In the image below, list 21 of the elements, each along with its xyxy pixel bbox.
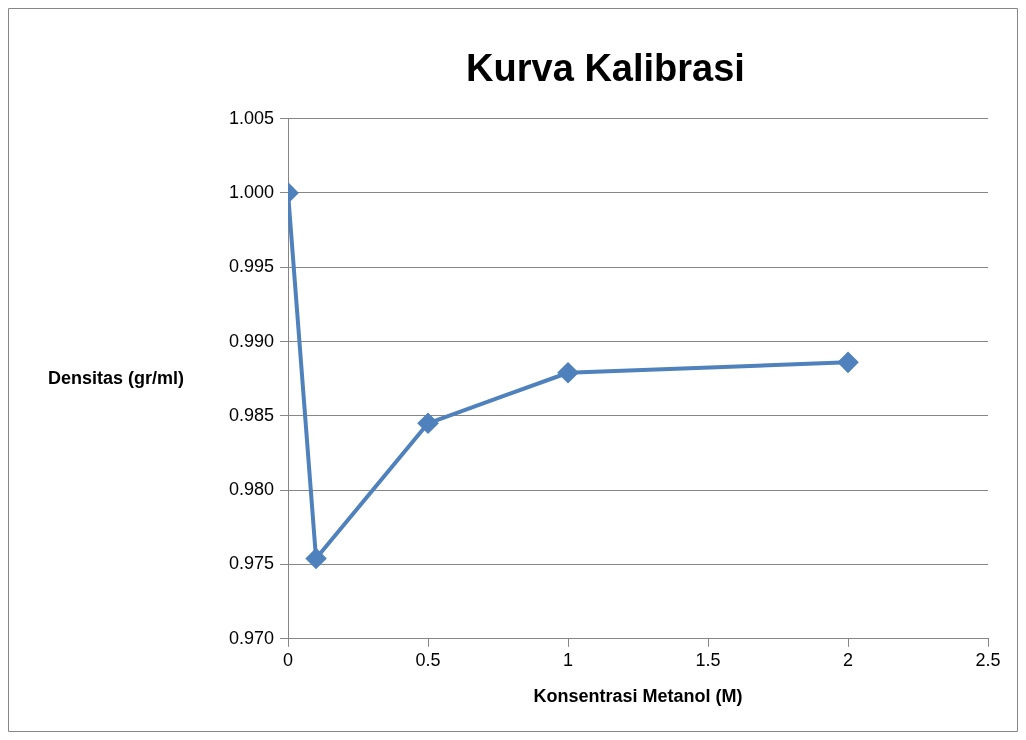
point: [558, 362, 579, 383]
point: [838, 352, 859, 373]
y-tick-label: 0.970: [229, 627, 275, 648]
y-axis-title: Densitas (gr/ml): [48, 367, 185, 388]
x-axis-title: Konsentrasi Metanol (M): [533, 686, 743, 707]
y-tick-label: 0.985: [229, 404, 275, 425]
x-tick-label: 1: [563, 649, 574, 670]
y-tick-label: 1.000: [229, 181, 275, 202]
y-tick-label: 0.980: [229, 479, 275, 500]
y-tick-label: 0.990: [229, 330, 275, 351]
x-tick-label: 1.5: [695, 649, 721, 670]
x-tick-label: 2: [843, 649, 854, 670]
x-tick-label: 2.5: [975, 649, 1001, 670]
x-tick-label: 0.5: [415, 649, 441, 670]
y-tick-label: 0.995: [229, 256, 275, 277]
y-tick-label: 1.005: [229, 107, 275, 128]
point: [306, 548, 327, 569]
y-tick-label: 0.975: [229, 553, 275, 574]
point: [418, 413, 439, 434]
x-tick-label: 0: [283, 649, 294, 670]
chart-title: Kurva Kalibrasi: [466, 47, 745, 90]
